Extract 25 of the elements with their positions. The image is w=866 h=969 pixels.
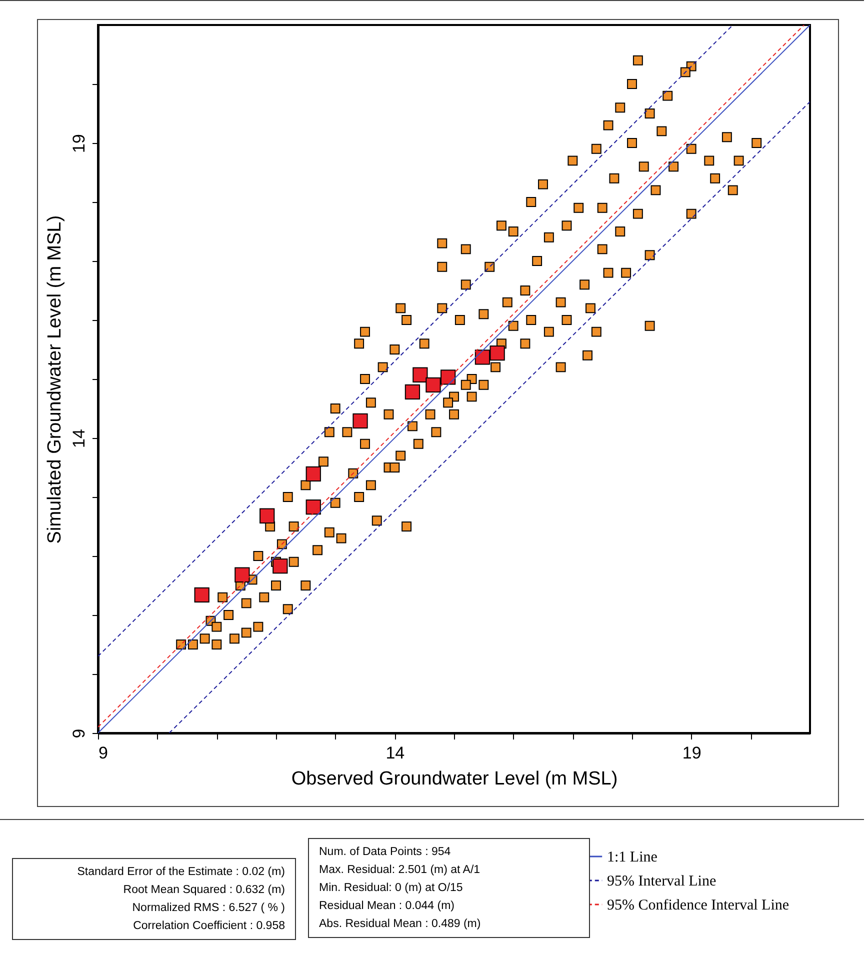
point: [194, 587, 210, 603]
point: [490, 345, 505, 361]
y-tick-label: 14: [70, 429, 88, 448]
point: [440, 370, 456, 385]
point: [234, 567, 250, 582]
legend-label: 1:1 Line: [607, 850, 658, 866]
point: [306, 499, 321, 515]
y-tick-label: 9: [70, 728, 88, 738]
point: [412, 367, 428, 382]
legend-label: 95% Interval Line: [607, 874, 716, 890]
text: Num. of Data Points : 954 Max. Residual: 2.501 (m) at A/1 Min. Residual: 0 (m) at O/15 Residual Mean : 0.044 (m) Abs. Residual Mean : 0.489 (m): [308, 838, 590, 938]
x-tick-label: 14: [386, 744, 405, 762]
point: [426, 377, 441, 392]
x-axis-title: Observed Groundwater Level (m MSL): [291, 768, 618, 790]
y-axis-title: Simulated Groundwater Level (m MSL): [44, 215, 66, 544]
point: [260, 508, 275, 524]
text: Standard Error of the Estimate : 0.02 (m) Root Mean Squared : 0.632 (m) Normalized RMS : 6.527 ( % ) Correlation Coefficient : 0.958: [12, 858, 296, 940]
point: [272, 558, 288, 574]
x-tick-label: 19: [682, 744, 702, 762]
x-tick-label: 9: [98, 744, 108, 762]
legend-label: 95% Confidence Interval Line: [607, 898, 790, 914]
point: [352, 413, 368, 428]
point: [404, 384, 420, 400]
y-tick-label: 19: [70, 134, 88, 153]
point: [306, 466, 321, 482]
